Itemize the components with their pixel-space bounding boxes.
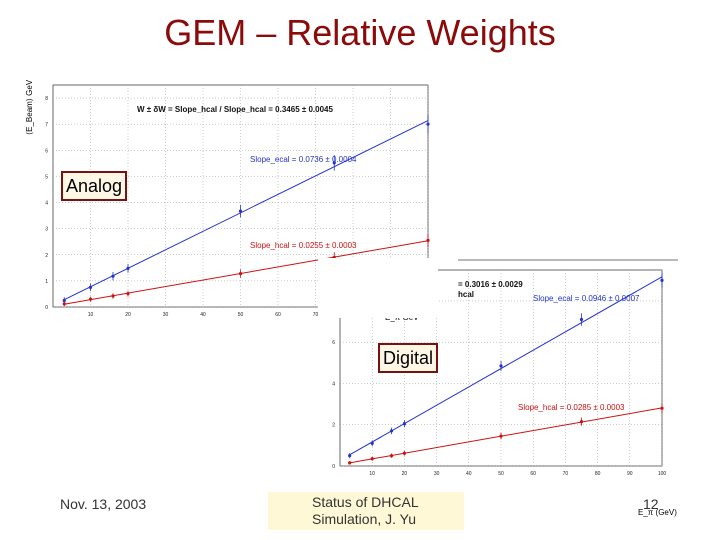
slide-title: GEM – Relative Weights (164, 12, 556, 53)
analog-y-axis-label: ⟨E_Beam⟩ GeV (25, 79, 34, 135)
analog-blue-fit-label: Slope_ecal = 0.0736 ± 0.0004 (250, 155, 357, 164)
analog-point-ecal (111, 274, 115, 278)
digital-xtick-label: 60 (530, 471, 536, 477)
digital-point-hcal (579, 420, 584, 424)
digital-xtick-label: 50 (498, 471, 504, 477)
digital-point-ecal (579, 317, 584, 322)
analog-red-fit-label: Slope_hcal = 0.0255 ± 0.0003 (250, 241, 357, 250)
analog-xtick-label: 60 (275, 312, 281, 318)
digital-xtick-label: 70 (563, 471, 569, 477)
digital-tag: Digital (378, 343, 439, 373)
digital-xtick-label: 10 (369, 471, 375, 477)
analog-fit-line-hcal (64, 240, 429, 305)
analog-point-ecal (332, 161, 336, 165)
digital-xtick-label: 30 (434, 471, 440, 477)
analog-point-hcal (426, 238, 430, 242)
digital-point-hcal (348, 461, 352, 465)
digital-chart-svg: 10203040506070809010002468 (318, 258, 678, 477)
analog-xtick-label: 20 (125, 312, 131, 318)
digital-point-ecal (499, 364, 503, 368)
analog-ytick-label: 3 (45, 227, 48, 233)
page-number: 12 (643, 496, 659, 512)
analog-xtick-label: 10 (88, 312, 94, 318)
analog-xtick-label: 30 (163, 312, 169, 318)
digital-point-ecal (370, 441, 374, 445)
digital-x-axis-label: E_π (GeV) (638, 508, 677, 517)
digital-ytick-label: 6 (332, 340, 335, 346)
digital-point-hcal (389, 454, 394, 458)
analog-fit-line-ecal (64, 120, 429, 301)
digital-blue-fit-label: Slope_ecal = 0.0946 ± 0.0007 (533, 294, 640, 303)
analog-ytick-label: 5 (45, 174, 48, 180)
digital-xtick-label: 40 (466, 471, 472, 477)
digital-point-ecal (348, 454, 352, 458)
digital-point-ecal (402, 422, 406, 426)
digital-point-hcal (402, 451, 406, 455)
analog-tag: Analog (61, 171, 128, 201)
digital-point-hcal (660, 406, 664, 410)
digital-formula-sub: hcal (458, 290, 475, 299)
digital-fit-line-hcal (349, 407, 663, 464)
analog-formula: W ± δW = Slope_hcal / Slope_hcal = 0.346… (137, 105, 333, 114)
digital-point-hcal (499, 434, 503, 438)
analog-xtick-label: 70 (313, 312, 319, 318)
analog-ytick-label: 6 (45, 148, 48, 154)
digital-ytick-label: 0 (332, 464, 335, 470)
analog-point-ecal (88, 285, 93, 290)
analog-point-ecal (426, 122, 430, 126)
digital-ytick-label: 2 (332, 423, 335, 429)
analog-point-ecal (62, 298, 66, 303)
analog-xtick-label: 50 (238, 312, 244, 318)
analog-ytick-label: 1 (45, 279, 48, 285)
digital-red-fit-label: Slope_hcal = 0.0285 ± 0.0003 (518, 403, 625, 412)
analog-point-hcal (111, 294, 115, 298)
digital-point-hcal (370, 457, 374, 461)
digital-formula: = 0.3016 ± 0.0029 (458, 280, 523, 289)
footer-date: Nov. 13, 2003 (60, 496, 147, 512)
analog-point-hcal (238, 271, 243, 276)
analog-point-hcal (126, 292, 130, 296)
digital-ytick-label: 4 (332, 381, 335, 387)
analog-point-ecal (126, 266, 130, 270)
analog-ytick-label: 7 (45, 122, 48, 128)
digital-point-ecal (389, 429, 394, 433)
digital-mask (318, 258, 438, 318)
analog-xtick-label: 40 (200, 312, 206, 318)
digital-fit-line-ecal (349, 276, 663, 456)
footer-center: Status of DHCAL Simulation, J. Yu (268, 492, 464, 530)
digital-xtick-label: 90 (627, 471, 633, 477)
digital-xtick-label: 80 (595, 471, 601, 477)
analog-point-ecal (238, 209, 243, 213)
analog-point-hcal (62, 302, 66, 306)
digital-xtick-label: 20 (402, 471, 408, 477)
analog-ytick-label: 0 (45, 305, 48, 311)
digital-xtick-label: 100 (658, 471, 667, 477)
digital-point-ecal (660, 278, 664, 282)
analog-ytick-label: 4 (45, 201, 48, 207)
analog-ytick-label: 8 (45, 96, 48, 102)
digital-plot: 10203040506070809010002468 = 0.3016 ± 0.… (318, 258, 680, 520)
analog-ytick-label: 2 (45, 253, 48, 259)
analog-point-hcal (88, 297, 93, 301)
